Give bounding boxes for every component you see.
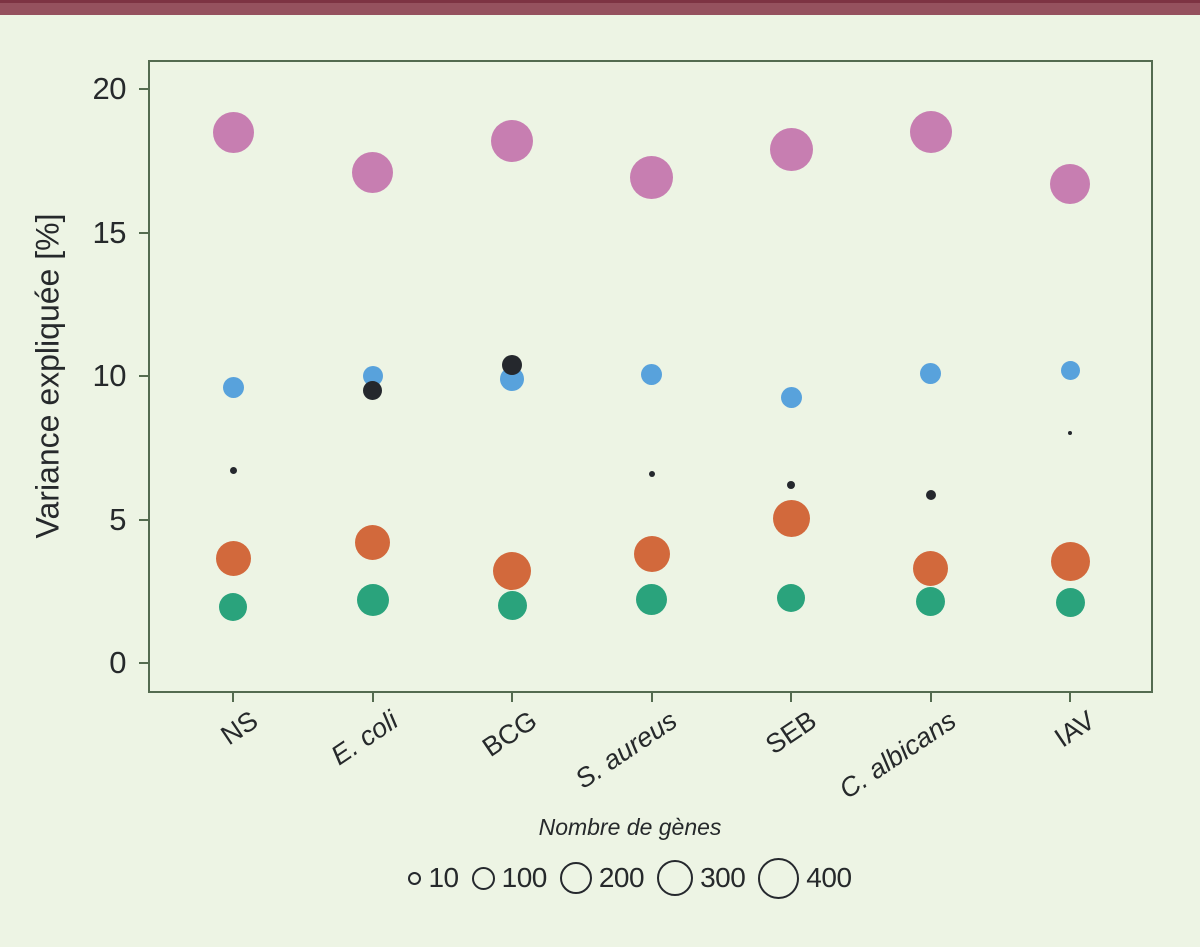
x-category-label: BCG	[477, 705, 543, 763]
orange-series-bubble	[633, 535, 670, 572]
pink-series-bubble	[1050, 163, 1090, 204]
green-series-bubble	[356, 583, 389, 616]
pink-series-bubble	[212, 111, 254, 153]
y-axis-tick	[139, 518, 148, 521]
black-series-bubble	[363, 380, 382, 400]
size-legend-item: 300	[657, 860, 746, 896]
green-series-bubble	[1055, 588, 1085, 618]
x-axis-tick	[1069, 693, 1071, 702]
y-tick-label: 0	[109, 645, 126, 680]
size-legend-item: 10	[408, 862, 459, 894]
pink-series-bubble	[630, 156, 673, 200]
blue-series-bubble	[1060, 360, 1080, 380]
green-series-bubble	[219, 593, 247, 622]
legend-size-circle-400	[758, 857, 800, 899]
orange-series-bubble	[215, 540, 251, 576]
orange-series-bubble	[493, 552, 531, 591]
x-category-label: IAV	[1049, 705, 1101, 754]
size-legend-item: 200	[559, 862, 645, 894]
legend-size-circle-10	[408, 871, 422, 885]
legend-size-circle-300	[657, 860, 694, 896]
green-series-bubble	[777, 584, 805, 613]
top-accent-bar	[0, 0, 1200, 15]
x-category-label: SEB	[760, 705, 822, 761]
black-series-bubble	[787, 481, 795, 490]
plot-area	[148, 60, 1153, 693]
orange-series-bubble	[1050, 541, 1090, 581]
blue-series-bubble	[222, 376, 244, 398]
orange-series-bubble	[913, 550, 948, 586]
x-category-label: NS	[215, 705, 264, 751]
y-axis-tick	[139, 662, 148, 664]
black-series-bubble	[502, 354, 522, 375]
green-series-bubble	[497, 591, 527, 621]
legend-size-circle-200	[559, 862, 592, 894]
black-series-bubble	[648, 470, 655, 477]
blue-series-bubble	[780, 387, 802, 409]
y-axis-tick	[139, 231, 148, 234]
pink-series-bubble	[909, 111, 952, 154]
black-series-bubble	[229, 467, 237, 475]
pink-series-bubble	[769, 127, 813, 171]
black-series-bubble	[1068, 431, 1072, 436]
legend-size-label: 100	[501, 862, 548, 893]
black-series-bubble	[925, 490, 936, 501]
y-axis-tick	[139, 375, 148, 377]
blue-series-bubble	[641, 364, 662, 386]
size-legend: Nombre de gènes 10 100 200 300 400	[0, 814, 1200, 901]
x-axis-tick	[790, 693, 792, 702]
green-series-bubble	[916, 586, 945, 616]
legend-size-label: 400	[806, 862, 852, 893]
y-axis-tick	[139, 88, 148, 90]
x-category-label: E. coli	[325, 705, 404, 771]
size-legend-items: 10 100 200 300 400	[0, 855, 1200, 901]
green-series-bubble	[636, 584, 667, 616]
pink-series-bubble	[352, 151, 393, 193]
y-tick-label: 10	[92, 358, 127, 393]
x-axis-tick	[650, 693, 653, 702]
blue-series-bubble	[920, 362, 941, 384]
pink-series-bubble	[491, 119, 533, 162]
orange-series-bubble	[772, 499, 810, 537]
legend-size-circle-100	[471, 866, 495, 890]
x-axis-tick	[232, 693, 234, 702]
x-axis-tick	[371, 693, 374, 702]
size-legend-item: 100	[471, 862, 548, 894]
legend-size-label: 10	[428, 862, 459, 893]
size-legend-item: 400	[758, 857, 852, 899]
x-axis-tick	[929, 693, 932, 702]
y-tick-label: 15	[92, 214, 127, 250]
orange-series-bubble	[355, 524, 390, 560]
legend-size-label: 200	[598, 862, 645, 893]
y-tick-label: 5	[109, 501, 126, 537]
x-category-label: C. albicans	[833, 705, 962, 805]
legend-size-label: 300	[700, 862, 746, 893]
y-tick-label: 20	[92, 71, 127, 106]
x-category-label: S. aureus	[569, 705, 683, 795]
x-axis-tick	[511, 693, 513, 702]
size-legend-title: Nombre de gènes	[538, 814, 722, 840]
